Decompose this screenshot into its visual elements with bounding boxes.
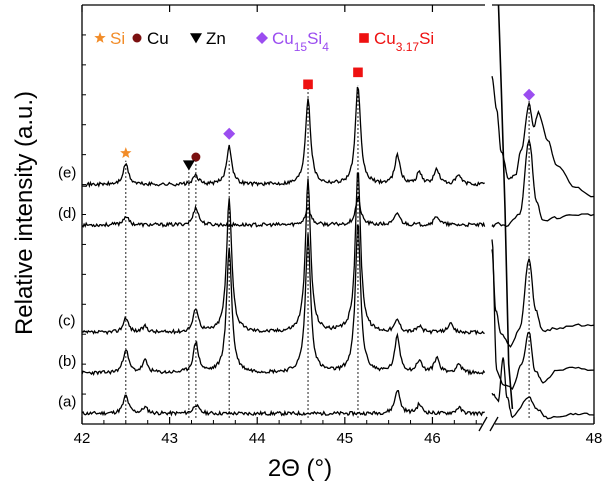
x-tick-label: 45: [336, 430, 353, 447]
trace-label: (b): [58, 353, 76, 370]
square-peak-marker: [353, 67, 363, 78]
x-tick-label: 43: [161, 430, 178, 447]
trace-label: (c): [58, 313, 76, 330]
x-axis-ticks: 42 43 44 45 46 48: [74, 5, 603, 447]
diamond-peak-marker: [523, 88, 536, 101]
legend: Si Cu Zn Cu15Si4 Cu3.17Si: [94, 29, 434, 54]
y-axis-title: Relative intensity (a.u.): [11, 91, 38, 335]
axis-break-mark-0: [478, 416, 488, 432]
triangle-down-peak-marker: [182, 160, 195, 171]
star-peak-marker: [120, 147, 132, 158]
trace-a-left: [81, 389, 485, 417]
trace-b-left: [81, 224, 486, 377]
reference-lines: [125, 85, 530, 419]
x-tick-label: 48: [586, 430, 603, 447]
trace-e-left: [81, 86, 485, 189]
steep-substrate-line: [497, 4, 514, 410]
axis-break-mark-1: [489, 416, 499, 432]
legend-label: Zn: [206, 29, 226, 48]
trace-c-right: [491, 249, 595, 348]
trace-c-left: [81, 172, 485, 336]
legend-label: Cu15Si4: [272, 29, 329, 54]
circle-legend-icon: [132, 33, 142, 43]
triangle-down-legend-icon: [190, 33, 202, 44]
circle-peak-marker: [191, 152, 201, 162]
diamond-peak-marker: [223, 127, 236, 140]
square-legend-icon: [359, 33, 369, 43]
legend-label: Si: [110, 29, 125, 48]
trace-label: (d): [58, 205, 76, 222]
trace-label: (a): [58, 394, 76, 411]
star-legend-icon: [94, 32, 106, 43]
plot-frame: [81, 4, 595, 432]
trace-b-right: [491, 239, 595, 390]
trace-label: (e): [58, 165, 76, 182]
trace-e-right: [491, 76, 595, 198]
x-tick-label: 44: [249, 430, 266, 447]
diamond-legend-icon: [256, 32, 268, 44]
peak-markers: [120, 67, 536, 171]
trace-a-right: [491, 357, 595, 420]
square-peak-marker: [303, 79, 313, 90]
diffraction-traces: (a) (b) (c) (d) (e): [58, 4, 595, 420]
x-tick-label: 42: [74, 430, 91, 447]
x-tick-label: 46: [424, 430, 441, 447]
legend-label: Cu3.17Si: [374, 29, 434, 54]
legend-label: Cu: [147, 29, 169, 48]
trace-d-right: [491, 137, 595, 228]
x-axis-title: 2Θ (°): [268, 455, 332, 482]
trace-d-left: [81, 195, 486, 228]
